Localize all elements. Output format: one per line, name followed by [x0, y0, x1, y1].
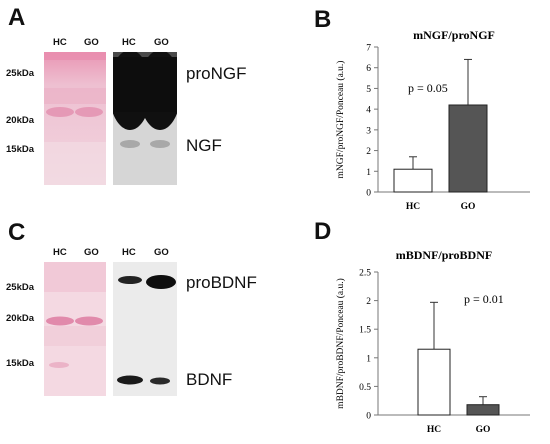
- lane-label-go: GO: [154, 37, 169, 48]
- western-blot-bdnf: [113, 262, 177, 396]
- x-category-label: GO: [476, 425, 491, 435]
- chart-title: mBDNF/proBDNF: [396, 248, 492, 262]
- lane-label-hc: HC: [122, 37, 136, 48]
- marker-20kda: 20kDa: [6, 115, 34, 126]
- x-category-label: HC: [427, 425, 441, 435]
- y-tick-label: 0: [366, 412, 371, 422]
- ponceau-stain-blot: [44, 52, 106, 185]
- bar-hc: [417, 348, 451, 416]
- y-axis-label: mNGF/proNGF/Ponceau (a.u.): [335, 61, 346, 179]
- p-value-annotation: p = 0.01: [464, 292, 504, 306]
- y-tick-label: 1.5: [359, 326, 371, 336]
- marker-15kda: 15kDa: [6, 144, 34, 155]
- y-tick-label: 3: [366, 126, 371, 136]
- y-tick-label: 5: [366, 85, 371, 95]
- lane-label-go: GO: [154, 247, 169, 258]
- y-tick-label: 6: [366, 64, 371, 74]
- lane-label-hc: HC: [53, 247, 67, 258]
- y-tick-label: 7: [366, 44, 371, 54]
- lane-label-go: GO: [84, 247, 99, 258]
- panel-letter-b: B: [314, 6, 332, 33]
- y-tick-label: 1: [366, 354, 371, 364]
- bar-chart-ngf: mNGF/proNGF mNGF/proNGF/Ponceau (a.u.) 0 1 2…: [335, 28, 530, 212]
- y-tick-label: 2: [366, 147, 371, 157]
- lane-label-hc: HC: [53, 37, 67, 48]
- band-label-prongf: proNGF: [186, 64, 247, 83]
- lane-label-hc: HC: [122, 247, 136, 258]
- ponceau-stain-blot: [44, 262, 106, 396]
- panel-letter-c: C: [8, 219, 26, 246]
- lane-label-go: GO: [84, 37, 99, 48]
- chart-title: mNGF/proNGF: [413, 28, 495, 42]
- bar-go: [448, 104, 488, 193]
- band-label-probdnf: proBDNF: [186, 273, 257, 292]
- y-axis-label: mBDNF/proBDNF/Ponceau (a.u.): [335, 278, 346, 409]
- marker-15kda: 15kDa: [6, 358, 34, 369]
- y-tick-label: 0: [366, 189, 371, 199]
- y-tick-label: 1: [366, 168, 371, 178]
- band-label-ngf: NGF: [186, 136, 222, 155]
- p-value-annotation: p = 0.05: [408, 81, 448, 95]
- bar-chart-bdnf: mBDNF/proBDNF mBDNF/proBDNF/Ponceau (a.u.…: [335, 248, 530, 435]
- western-blot-ngf: [113, 52, 177, 185]
- y-tick-label: 2.5: [359, 269, 371, 279]
- x-category-label: GO: [461, 202, 476, 212]
- marker-20kda: 20kDa: [6, 313, 34, 324]
- marker-25kda: 25kDa: [6, 282, 34, 293]
- panel-letter-d: D: [314, 218, 332, 245]
- bar-go: [466, 404, 500, 416]
- x-category-label: HC: [406, 202, 420, 212]
- y-tick-label: 0.5: [359, 383, 371, 393]
- band-label-bdnf: BDNF: [186, 370, 233, 389]
- marker-25kda: 25kDa: [6, 68, 34, 79]
- y-tick-label: 2: [366, 297, 371, 307]
- panel-letter-a: A: [8, 4, 26, 31]
- bar-hc: [393, 168, 433, 193]
- y-tick-label: 4: [366, 106, 371, 116]
